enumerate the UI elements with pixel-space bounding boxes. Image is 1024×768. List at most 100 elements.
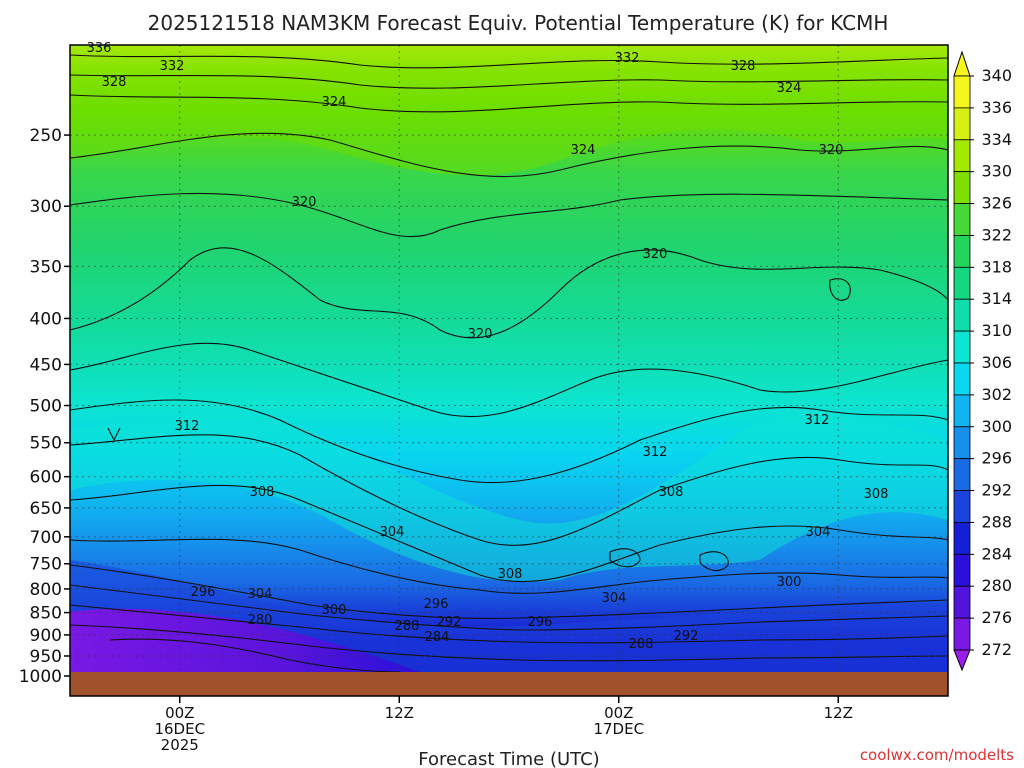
colorbar-swatch [954, 76, 970, 108]
colorbar-swatch [954, 522, 970, 554]
colorbar-swatch [954, 459, 970, 491]
x-axis-label: Forecast Time (UTC) [418, 749, 599, 768]
contour-label: 312 [805, 413, 830, 428]
colorbar-swatch [954, 395, 970, 427]
contour-label: 328 [731, 59, 756, 74]
y-tick-label: 650 [30, 499, 62, 519]
chart-title: 2025121518 NAM3KM Forecast Equiv. Potent… [148, 11, 889, 35]
colorbar-swatch [954, 363, 970, 395]
colorbar-label: 280 [981, 576, 1012, 595]
contour-label: 288 [395, 619, 420, 634]
colorbar-swatch [954, 491, 970, 523]
colorbar-swatch [954, 267, 970, 299]
contour-label: 304 [248, 587, 273, 602]
contour-label: 280 [248, 613, 273, 628]
credit-text: coolwx.com/modelts [860, 746, 1014, 764]
colorbar-swatch [954, 108, 970, 140]
contour-label: 332 [615, 51, 640, 66]
contour-label: 320 [643, 247, 668, 262]
colorbar-label: 284 [981, 544, 1012, 563]
y-tick-label: 950 [30, 647, 62, 667]
colorbar-bottom-arrow [954, 650, 970, 670]
colorbar-swatch [954, 299, 970, 331]
contour-label: 304 [380, 525, 405, 540]
contour-label: 336 [87, 41, 112, 56]
contour-label: 296 [528, 615, 553, 630]
contour-label: 308 [659, 485, 684, 500]
colorbar-swatch [954, 140, 970, 172]
y-tick-label: 600 [30, 468, 62, 488]
colorbar-swatch [954, 618, 970, 650]
y-tick-label: 500 [30, 397, 62, 417]
contour-label: 320 [292, 195, 317, 210]
y-tick-label: 250 [30, 126, 62, 146]
x-tick-label: 2025 [161, 736, 199, 754]
y-axis: 2503003504004505005506006507007508008509… [19, 126, 70, 687]
y-tick-label: 350 [30, 257, 62, 277]
y-tick-label: 750 [30, 555, 62, 575]
contour-label: 304 [602, 591, 627, 606]
contour-label: 324 [322, 95, 347, 110]
contour-label: 324 [571, 143, 596, 158]
colorbar-label: 288 [981, 512, 1012, 531]
colorbar-label: 292 [981, 481, 1012, 500]
colorbar-swatch [954, 204, 970, 236]
y-tick-label: 850 [30, 604, 62, 624]
x-tick-label: 12Z [824, 704, 853, 722]
y-tick-label: 700 [30, 528, 62, 548]
y-tick-label: 450 [30, 355, 62, 375]
contour-label: 292 [674, 629, 699, 644]
colorbar-label: 276 [981, 608, 1012, 627]
colorbar-label: 334 [981, 130, 1012, 149]
contour-label: 300 [777, 575, 802, 590]
y-tick-label: 900 [30, 626, 62, 646]
contour-label: 308 [250, 485, 275, 500]
colorbar-label: 330 [981, 162, 1012, 181]
contour-label: 312 [175, 419, 200, 434]
contour-label: 320 [819, 143, 844, 158]
colorbar-label: 326 [981, 194, 1012, 213]
colorbar-swatch [954, 427, 970, 459]
colorbar-label: 302 [981, 385, 1012, 404]
contour-label: 284 [425, 630, 450, 645]
contour-label: 296 [191, 585, 216, 600]
colorbar-label: 310 [981, 321, 1012, 340]
contour-label: 332 [160, 59, 185, 74]
contour-label: 292 [437, 615, 462, 630]
colorbar-swatch [954, 331, 970, 363]
contour-label: 328 [102, 75, 127, 90]
y-tick-label: 300 [30, 197, 62, 217]
colorbar-swatch [954, 235, 970, 267]
colorbar-label: 272 [981, 640, 1012, 659]
y-tick-label: 550 [30, 434, 62, 454]
contour-label: 296 [424, 597, 449, 612]
colorbar-swatch [954, 172, 970, 204]
x-tick-label: 17DEC [593, 720, 644, 738]
contour-label: 308 [498, 567, 523, 582]
contour-label: 288 [629, 637, 654, 652]
y-tick-label: 800 [30, 580, 62, 600]
colorbar-label: 306 [981, 353, 1012, 372]
y-tick-label: 1000 [19, 667, 62, 687]
contour-label: 308 [864, 487, 889, 502]
contour-label: 300 [322, 603, 347, 618]
colorbar-label: 314 [981, 289, 1012, 308]
x-tick-label: 12Z [385, 704, 414, 722]
colorbar-label: 296 [981, 449, 1012, 468]
colorbar-label: 322 [981, 225, 1012, 244]
y-tick-label: 400 [30, 309, 62, 329]
colorbar-swatch [954, 586, 970, 618]
contour-label: 312 [643, 445, 668, 460]
colorbar-label: 336 [981, 98, 1012, 117]
colorbar-top-arrow [954, 52, 970, 76]
ground-surface [70, 672, 948, 696]
colorbar-swatch [954, 554, 970, 586]
contour-label: 320 [468, 327, 493, 342]
colorbar-label: 300 [981, 417, 1012, 436]
colorbar-label: 340 [981, 66, 1012, 85]
contour-label: 324 [777, 81, 802, 96]
contour-label: 304 [806, 525, 831, 540]
colorbar-label: 318 [981, 257, 1012, 276]
colorbar: 340 336 334 330 326 322 318 314 310 306 302 300 296 2… [954, 52, 1012, 670]
